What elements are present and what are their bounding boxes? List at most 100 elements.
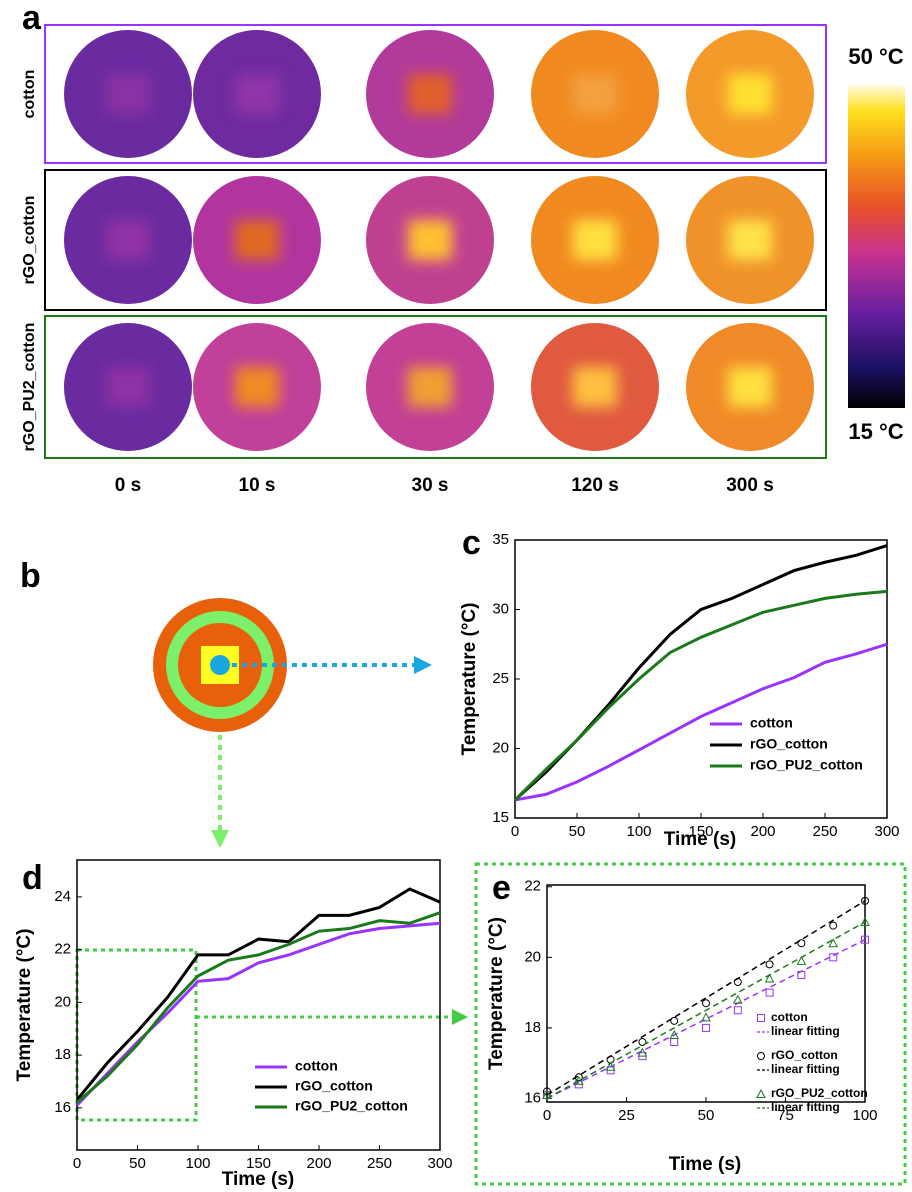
marker [638, 1038, 647, 1047]
thermal-image [193, 323, 321, 451]
x-axis-title: Time (s) [664, 829, 737, 850]
hot-spot [728, 74, 772, 114]
row-label: rGO_cotton [21, 196, 38, 285]
x-tick-label: 0 [73, 1155, 81, 1172]
legend-label: linear fitting [771, 1062, 840, 1076]
thermal-images [64, 30, 814, 451]
marker [670, 1016, 679, 1025]
legend-label: cotton [750, 715, 793, 731]
x-tick-label: 0 [543, 1107, 551, 1124]
marker [756, 1088, 766, 1098]
y-axis-title: Temperature (°C) [14, 929, 35, 1082]
y-tick-label: 25 [492, 670, 509, 687]
row-frame [44, 315, 827, 459]
hot-spot [106, 220, 150, 260]
y-tick-label: 20 [524, 948, 541, 965]
marker [861, 896, 869, 905]
marker [701, 1012, 711, 1022]
thermal-image [193, 30, 321, 158]
hot-spot [573, 220, 617, 260]
y-tick-label: 20 [54, 993, 71, 1010]
x-axis-title: Time (s) [222, 1169, 295, 1190]
marker [757, 1052, 765, 1060]
legend-label: rGO_cotton [771, 1048, 838, 1062]
y-tick-label: 16 [54, 1099, 71, 1116]
x-axis-title: Time (s) [669, 1154, 742, 1175]
row-frame [44, 169, 827, 311]
marker [860, 916, 870, 927]
y-tick-label: 30 [492, 600, 509, 617]
marker [733, 1006, 742, 1015]
x-tick-label: 50 [569, 823, 586, 840]
legend-label: rGO_PU2_cotton [750, 757, 863, 773]
row-frame [44, 24, 827, 164]
series-line [75, 887, 441, 1101]
hot-spot [235, 74, 279, 114]
legend-label: linear fitting [771, 1100, 840, 1114]
x-tick-label: 300 [874, 823, 899, 840]
series-line [513, 589, 888, 801]
marker [573, 1075, 584, 1085]
time-label: 300 s [726, 475, 774, 496]
legend-label: rGO_cotton [295, 1078, 373, 1094]
marker [829, 921, 838, 930]
marker [764, 973, 775, 983]
y-tick-label: 18 [54, 1046, 71, 1063]
marker [669, 1029, 680, 1039]
x-tick-label: 75 [777, 1107, 794, 1124]
x-tick-label: 200 [306, 1155, 331, 1172]
x-tick-label: 300 [427, 1155, 452, 1172]
thermal-image [531, 176, 659, 304]
thermal-image [193, 176, 321, 304]
x-tick-label: 250 [367, 1155, 392, 1172]
arrow-head [414, 656, 432, 674]
plot-frame [514, 539, 888, 819]
time-label: 10 s [239, 475, 276, 496]
marker [796, 955, 807, 965]
colorbar [848, 85, 905, 408]
marker [670, 1038, 679, 1047]
thermal-image [64, 323, 192, 451]
hot-spot [573, 367, 617, 407]
schematic-dot [210, 655, 230, 675]
marker [765, 988, 774, 997]
thermal-image [531, 323, 659, 451]
hot-spot [106, 74, 150, 114]
thermal-image [531, 30, 659, 158]
thermal-image [686, 176, 814, 304]
x-tick-label: 50 [129, 1155, 146, 1172]
arrow-head [452, 1009, 468, 1025]
hot-spot [573, 74, 617, 114]
y-tick-label: 22 [54, 941, 71, 958]
marker [637, 1047, 648, 1057]
x-tick-label: 250 [812, 823, 837, 840]
zoom-box [75, 948, 198, 1122]
y-tick-label: 24 [54, 888, 71, 905]
colorbar-min: 15 °C [848, 419, 903, 444]
x-tick-label: 50 [698, 1107, 715, 1124]
panel-label: d [22, 859, 43, 897]
y-tick-label: 22 [524, 878, 541, 895]
hot-spot [408, 367, 452, 407]
panel-label: a [22, 0, 42, 37]
thermal-image [366, 30, 494, 158]
marker [732, 994, 743, 1004]
thermal-image [686, 323, 814, 451]
marker [702, 1023, 710, 1032]
legend-label: rGO_PU2_cotton [771, 1086, 868, 1100]
x-tick-label: 150 [688, 823, 713, 840]
hot-spot [728, 220, 772, 260]
marker [702, 999, 710, 1008]
x-tick-label: 100 [852, 1107, 877, 1124]
y-tick-label: 16 [524, 1089, 541, 1106]
colorbar-max: 50 °C [848, 44, 903, 69]
marker [605, 1061, 616, 1071]
x-tick-label: 100 [185, 1155, 210, 1172]
x-tick-label: 0 [511, 823, 519, 840]
time-label: 30 s [412, 475, 449, 496]
x-tick-label: 150 [246, 1155, 271, 1172]
thermal-image [686, 30, 814, 158]
marker [757, 1014, 765, 1022]
legend-label: cotton [295, 1058, 338, 1074]
